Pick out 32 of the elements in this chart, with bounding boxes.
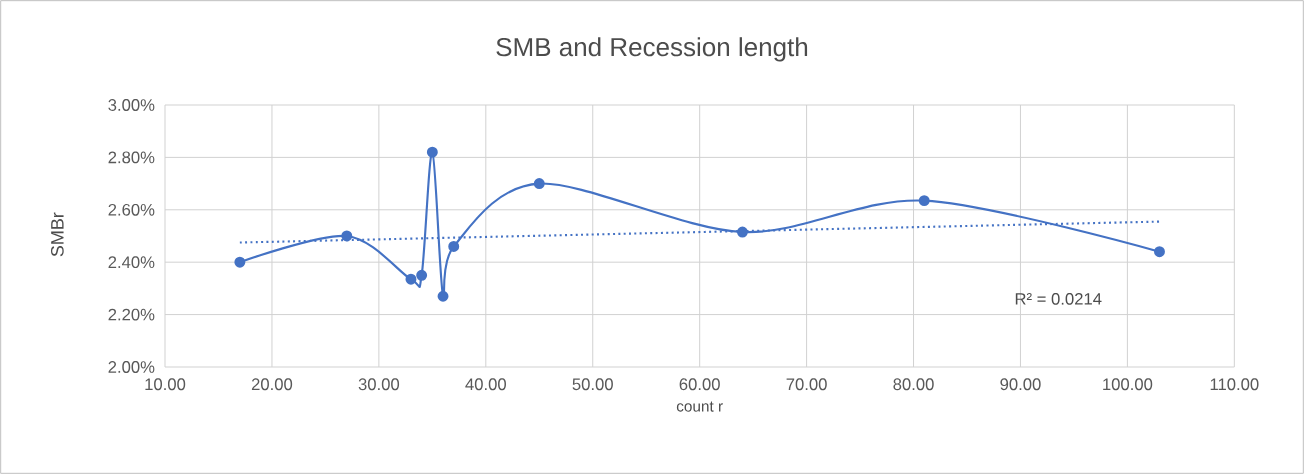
x-tick-label: 80.00 <box>893 378 934 391</box>
x-tick-label: 70.00 <box>786 378 827 391</box>
x-tick-label: 10.00 <box>145 378 186 391</box>
y-tick-label: 2.40% <box>108 256 155 269</box>
x-tick-label: 90.00 <box>1000 378 1041 391</box>
x-tick-label: 50.00 <box>572 378 613 391</box>
point <box>1154 246 1165 258</box>
y-tick-label: 2.20% <box>108 308 155 321</box>
annotation: R² = 0.0214 <box>1015 292 1102 305</box>
point <box>437 290 449 302</box>
y-tick-label: 3.00% <box>108 99 155 111</box>
point <box>426 146 438 158</box>
x-tick-label: 20.00 <box>251 378 293 391</box>
y-tick-label: 2.60% <box>108 203 155 216</box>
x-axis-title: count r <box>676 401 723 412</box>
y-tick-label: 2.00% <box>108 361 155 373</box>
chart-title: SMB and Recession length <box>496 37 808 62</box>
point <box>918 195 930 207</box>
x-tick-label: 40.00 <box>465 378 506 391</box>
point <box>736 226 748 238</box>
point <box>341 230 353 242</box>
point <box>416 269 428 281</box>
x-tick-label: 110.00 <box>1210 378 1259 391</box>
point <box>448 241 460 252</box>
point <box>405 273 417 285</box>
point <box>533 178 545 190</box>
y-axis-title: SMBr <box>50 212 64 257</box>
x-tick-label: 60.00 <box>679 378 720 391</box>
point <box>234 256 246 268</box>
x-tick-label: 30.00 <box>358 378 400 391</box>
y-tick-label: 2.80% <box>108 151 155 164</box>
x-tick-label: 100.00 <box>1103 378 1153 391</box>
